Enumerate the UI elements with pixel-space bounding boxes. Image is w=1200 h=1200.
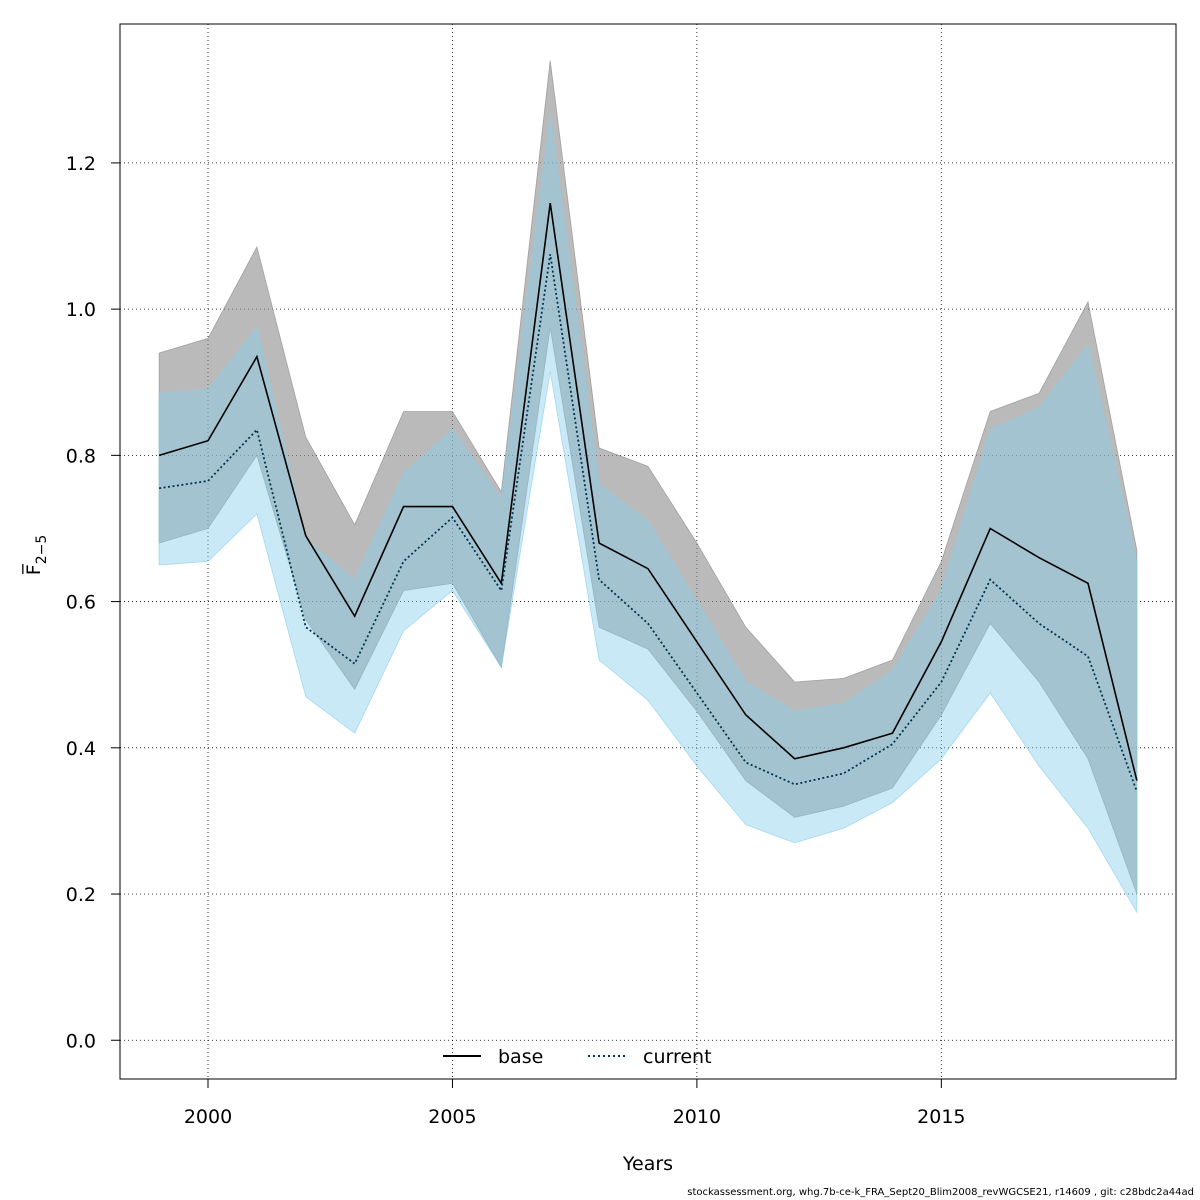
x-tick-label: 2010 — [673, 1106, 721, 1128]
y-tick-label: 1.0 — [66, 299, 96, 321]
y-tick-label: 0.2 — [66, 884, 96, 906]
y-axis-title-subscript: 2−5 — [34, 535, 50, 565]
legend-current-label: current — [643, 1046, 712, 1068]
y-tick-label: 0.4 — [66, 738, 96, 760]
plot-frame — [119, 23, 1177, 1080]
y-tick-label: 0.0 — [66, 1030, 96, 1052]
y-tick-label: 0.8 — [66, 445, 96, 467]
y-tick-label: 1.2 — [66, 153, 96, 175]
y-axis: 0.0 0.2 0.4 0.6 0.8 1.0 1.2 — [66, 153, 120, 1052]
x-axis: 2000 2005 2010 2015 — [184, 1079, 966, 1128]
x-tick-label: 2015 — [917, 1106, 965, 1128]
footer-credit: stockassessment.org, whg.7b-ce-k_FRA_Sep… — [687, 1187, 1194, 1198]
y-axis-title-main: F̅ — [21, 563, 45, 575]
legend: base current — [443, 1046, 712, 1068]
confidence-band-current — [158, 115, 1138, 914]
legend-base-label: base — [498, 1046, 543, 1068]
series-line-current — [158, 254, 1138, 792]
series-line-base — [158, 203, 1138, 781]
confidence-bands — [158, 60, 1138, 914]
x-axis-title: Years — [622, 1153, 673, 1175]
x-tick-label: 2000 — [184, 1106, 232, 1128]
series-lines — [158, 203, 1138, 792]
x-tick-label: 2005 — [428, 1106, 476, 1128]
y-axis-title: F̅2−5 — [21, 535, 50, 575]
y-tick-label: 0.6 — [66, 592, 96, 614]
